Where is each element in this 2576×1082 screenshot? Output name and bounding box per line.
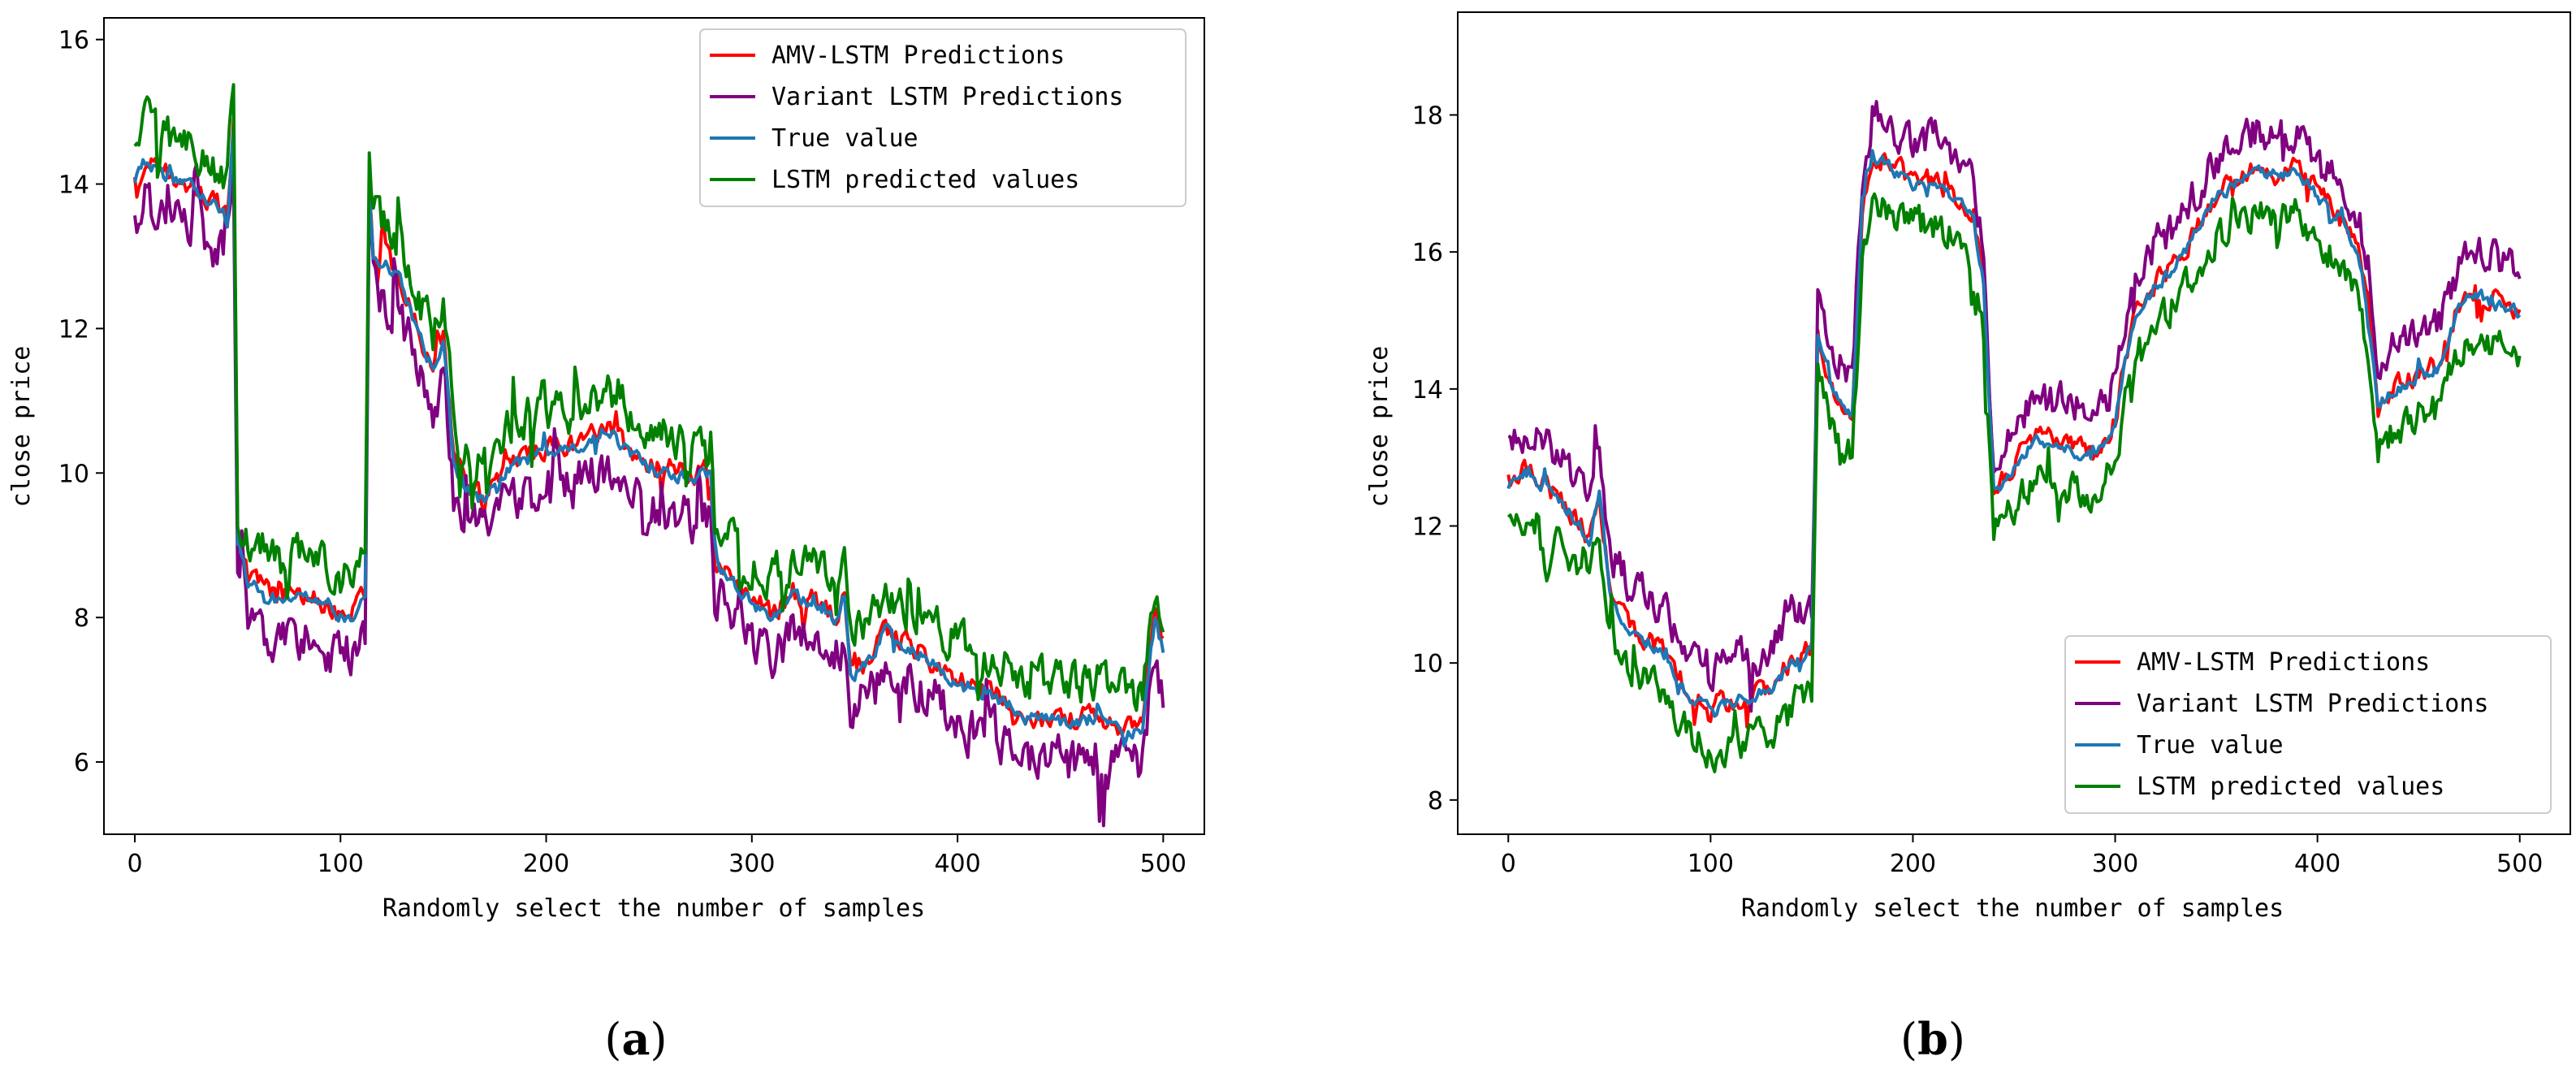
x-axis-title-b: Randomly select the number of samples bbox=[1741, 894, 2284, 923]
series-line-variant-lstm-predictions bbox=[1507, 100, 2522, 713]
legend-b: AMV-LSTM Predictions Variant LSTM Predict… bbox=[2064, 635, 2552, 814]
y-tick-label: 18 bbox=[1412, 102, 1443, 131]
legend-box bbox=[699, 28, 1186, 207]
x-tick-label: 200 bbox=[1890, 850, 1936, 878]
y-tick-label: 16 bbox=[58, 27, 89, 55]
series-line-amv-lstm-predictions bbox=[1506, 152, 2522, 729]
x-axis-title-a: Randomly select the number of samples bbox=[383, 894, 925, 923]
legend-label: Variant LSTM Predictions bbox=[2137, 690, 2488, 718]
x-tick-label: 300 bbox=[728, 850, 775, 878]
y-tick-label: 14 bbox=[58, 171, 89, 200]
axis-ticks-b: 0 100 200 300 400 500 8 10 12 14 16 18 bbox=[1412, 102, 2544, 879]
legend-label: True value bbox=[2137, 731, 2284, 760]
legend-a: AMV-LSTM Predictions Variant LSTM Predict… bbox=[699, 28, 1186, 207]
y-tick-label: 16 bbox=[1412, 239, 1443, 267]
y-tick-label: 12 bbox=[1412, 513, 1443, 542]
x-tick-label: 300 bbox=[2092, 850, 2138, 878]
series-line-lstm-predicted-values bbox=[133, 83, 1165, 712]
chart-panel-b: 0 100 200 300 400 500 8 10 12 14 16 18 Randomly sel… bbox=[1365, 11, 2571, 1065]
series-line-true-value bbox=[133, 128, 1165, 748]
x-tick-label: 500 bbox=[1140, 850, 1186, 878]
x-tick-label: 0 bbox=[127, 850, 142, 878]
x-tick-label: 400 bbox=[934, 850, 980, 878]
y-axis-title-b: close price bbox=[1365, 346, 1394, 508]
panel-label-b: (b) bbox=[1900, 1013, 1965, 1065]
y-tick-label: 12 bbox=[58, 315, 89, 344]
panel-label-a: (a) bbox=[604, 1013, 667, 1065]
legend-label: AMV-LSTM Predictions bbox=[772, 41, 1065, 70]
x-tick-label: 100 bbox=[1688, 850, 1734, 878]
y-axis-title-a: close price bbox=[7, 346, 36, 508]
chart-panel-a: 0 100 200 300 400 500 6 8 10 12 14 16 Randomly sele… bbox=[7, 17, 1205, 1065]
legend-label: True value bbox=[772, 124, 918, 153]
y-tick-label: 14 bbox=[1412, 376, 1443, 405]
legend-label: Variant LSTM Predictions bbox=[772, 83, 1123, 111]
panel-label-b-letter: b bbox=[1917, 1013, 1948, 1065]
legend-label: LSTM predicted values bbox=[772, 166, 1079, 194]
legend-label: LSTM predicted values bbox=[2137, 773, 2444, 801]
series-line-lstm-predicted-values bbox=[1506, 192, 2522, 773]
y-tick-label: 8 bbox=[1428, 787, 1443, 816]
series-line-true-value bbox=[1506, 149, 2522, 718]
legend-label: AMV-LSTM Predictions bbox=[2137, 648, 2430, 677]
y-tick-label: 10 bbox=[1412, 650, 1443, 678]
legend-box bbox=[2064, 635, 2552, 814]
series-line-variant-lstm-predictions bbox=[133, 162, 1165, 828]
x-tick-label: 200 bbox=[523, 850, 569, 878]
x-tick-label: 400 bbox=[2294, 850, 2340, 878]
axis-ticks-a: 0 100 200 300 400 500 6 8 10 12 14 16 bbox=[58, 27, 1186, 878]
panel-label-a-letter: a bbox=[622, 1013, 650, 1065]
y-tick-label: 6 bbox=[74, 749, 89, 777]
x-tick-label: 500 bbox=[2496, 850, 2543, 878]
series-group-b bbox=[1506, 100, 2522, 773]
y-tick-label: 10 bbox=[58, 460, 89, 488]
series-group-a bbox=[133, 83, 1165, 828]
y-tick-label: 8 bbox=[74, 604, 89, 633]
x-tick-label: 0 bbox=[1501, 850, 1516, 878]
x-tick-label: 100 bbox=[318, 850, 364, 878]
